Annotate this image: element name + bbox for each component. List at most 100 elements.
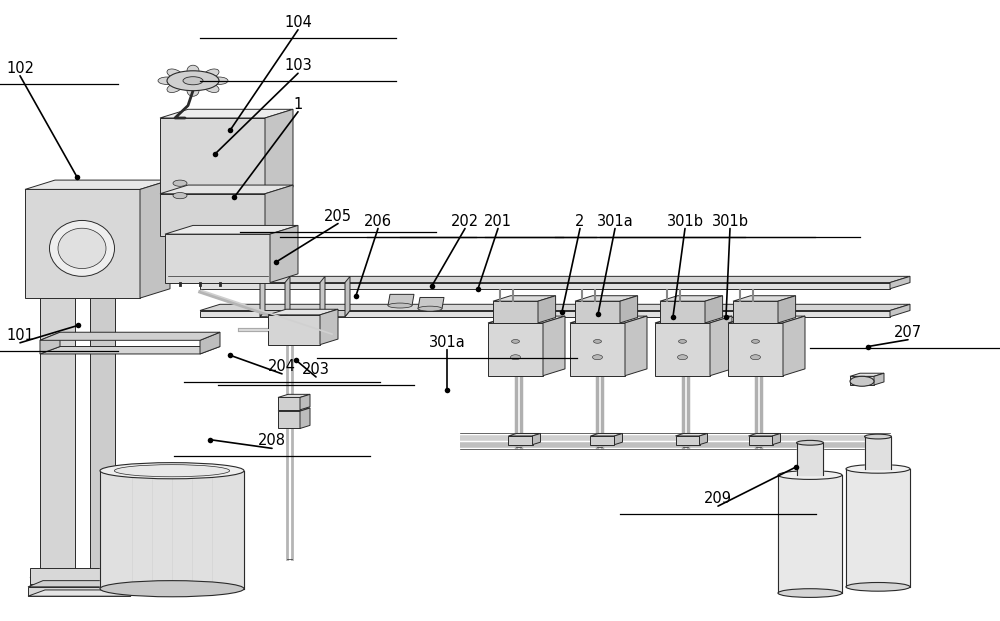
Polygon shape bbox=[614, 433, 622, 445]
Polygon shape bbox=[300, 408, 310, 428]
Polygon shape bbox=[890, 304, 910, 317]
Polygon shape bbox=[733, 301, 778, 323]
Polygon shape bbox=[30, 570, 140, 578]
Ellipse shape bbox=[100, 463, 244, 479]
Ellipse shape bbox=[388, 303, 412, 308]
Polygon shape bbox=[200, 310, 890, 317]
Ellipse shape bbox=[50, 220, 114, 276]
Polygon shape bbox=[278, 397, 300, 410]
Polygon shape bbox=[660, 301, 705, 323]
Polygon shape bbox=[28, 587, 130, 596]
Polygon shape bbox=[748, 436, 772, 445]
Polygon shape bbox=[165, 234, 270, 283]
Polygon shape bbox=[676, 436, 700, 445]
Text: 104: 104 bbox=[284, 15, 312, 30]
Text: 102: 102 bbox=[6, 61, 34, 76]
Polygon shape bbox=[772, 433, 780, 445]
Polygon shape bbox=[300, 394, 310, 410]
Polygon shape bbox=[265, 185, 293, 236]
Polygon shape bbox=[40, 248, 75, 587]
Polygon shape bbox=[748, 433, 780, 436]
Text: 201: 201 bbox=[484, 214, 512, 229]
Ellipse shape bbox=[204, 69, 219, 78]
Polygon shape bbox=[733, 296, 796, 301]
Text: 101: 101 bbox=[6, 328, 34, 343]
Ellipse shape bbox=[750, 437, 772, 445]
Polygon shape bbox=[200, 304, 910, 310]
Polygon shape bbox=[660, 296, 723, 301]
Text: 208: 208 bbox=[258, 433, 286, 448]
Polygon shape bbox=[700, 433, 708, 445]
Polygon shape bbox=[778, 475, 842, 593]
Ellipse shape bbox=[204, 83, 219, 93]
Polygon shape bbox=[538, 296, 556, 323]
Ellipse shape bbox=[511, 355, 520, 360]
Polygon shape bbox=[200, 332, 220, 354]
Polygon shape bbox=[260, 310, 290, 317]
Ellipse shape bbox=[678, 355, 688, 360]
Polygon shape bbox=[268, 309, 338, 315]
Ellipse shape bbox=[865, 434, 891, 439]
Text: 206: 206 bbox=[364, 214, 392, 229]
Polygon shape bbox=[100, 471, 244, 589]
Text: 1: 1 bbox=[293, 97, 303, 112]
Polygon shape bbox=[40, 347, 220, 354]
Polygon shape bbox=[28, 590, 145, 596]
Polygon shape bbox=[160, 194, 265, 236]
Polygon shape bbox=[508, 433, 540, 436]
Ellipse shape bbox=[797, 440, 823, 445]
Polygon shape bbox=[285, 276, 290, 317]
Polygon shape bbox=[165, 225, 298, 234]
Polygon shape bbox=[570, 316, 647, 323]
Polygon shape bbox=[846, 469, 910, 587]
Ellipse shape bbox=[100, 581, 244, 597]
Text: 2: 2 bbox=[575, 214, 585, 229]
Text: 301b: 301b bbox=[666, 214, 704, 229]
Ellipse shape bbox=[510, 437, 532, 445]
Ellipse shape bbox=[418, 306, 442, 311]
Polygon shape bbox=[40, 332, 220, 340]
Polygon shape bbox=[278, 408, 310, 411]
Polygon shape bbox=[890, 276, 910, 289]
Polygon shape bbox=[532, 433, 540, 445]
Polygon shape bbox=[655, 316, 732, 323]
Polygon shape bbox=[570, 323, 625, 376]
Polygon shape bbox=[30, 578, 125, 596]
Polygon shape bbox=[728, 323, 783, 376]
Text: 209: 209 bbox=[704, 491, 732, 506]
Polygon shape bbox=[705, 296, 723, 323]
Ellipse shape bbox=[750, 355, 761, 360]
Polygon shape bbox=[320, 310, 350, 317]
Polygon shape bbox=[278, 394, 310, 397]
Polygon shape bbox=[25, 180, 170, 189]
Polygon shape bbox=[850, 376, 874, 385]
Polygon shape bbox=[778, 296, 796, 323]
Polygon shape bbox=[160, 118, 265, 196]
Text: 203: 203 bbox=[302, 362, 330, 377]
Ellipse shape bbox=[592, 355, 602, 360]
Text: 207: 207 bbox=[894, 325, 922, 340]
Polygon shape bbox=[508, 436, 532, 445]
Polygon shape bbox=[590, 436, 614, 445]
Text: 202: 202 bbox=[451, 214, 479, 229]
Polygon shape bbox=[783, 316, 805, 376]
Text: 301b: 301b bbox=[712, 214, 748, 229]
Ellipse shape bbox=[512, 340, 520, 343]
Polygon shape bbox=[850, 373, 884, 376]
Ellipse shape bbox=[778, 589, 842, 597]
Polygon shape bbox=[388, 294, 414, 306]
Ellipse shape bbox=[846, 582, 910, 591]
Polygon shape bbox=[268, 315, 320, 345]
Text: 205: 205 bbox=[324, 209, 352, 224]
Polygon shape bbox=[488, 316, 565, 323]
Ellipse shape bbox=[778, 471, 842, 479]
Polygon shape bbox=[28, 581, 145, 587]
Ellipse shape bbox=[752, 340, 760, 343]
Polygon shape bbox=[160, 109, 293, 118]
Polygon shape bbox=[728, 316, 805, 323]
Polygon shape bbox=[493, 301, 538, 323]
Polygon shape bbox=[345, 276, 350, 317]
Ellipse shape bbox=[183, 76, 203, 85]
Ellipse shape bbox=[114, 465, 230, 477]
Ellipse shape bbox=[187, 85, 199, 96]
